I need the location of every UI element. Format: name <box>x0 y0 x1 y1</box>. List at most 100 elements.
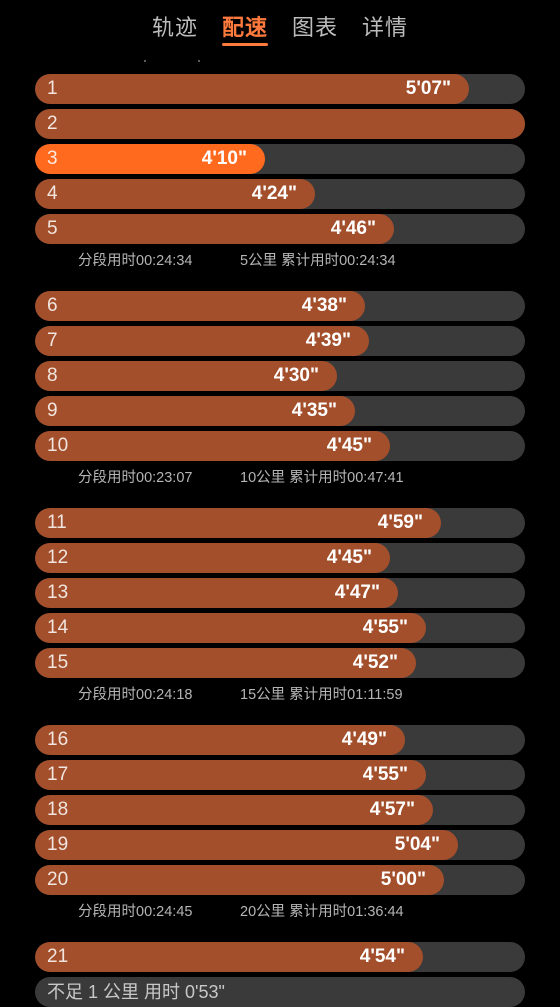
split-pace-value: 4'10" <box>201 148 247 169</box>
split-pace-value: 5'07" <box>405 78 451 99</box>
tab-track[interactable]: 轨迹 <box>151 15 198 40</box>
split-row: 8 4'30" <box>35 361 525 391</box>
split-km-number: 15 <box>47 652 69 673</box>
split-pace-value: 5'04" <box>394 834 440 855</box>
split-row: 18 4'57" <box>35 795 525 825</box>
split-pace-value: 4'39" <box>305 330 351 351</box>
remainder-text: 不足 1 公里 用时 0'53" <box>47 982 225 1002</box>
split-row: 7 4'39" <box>35 326 525 356</box>
pace-bar <box>35 648 416 678</box>
pace-bar <box>35 396 355 426</box>
pace-bar <box>35 865 444 895</box>
split-km-number: 12 <box>47 547 69 568</box>
pace-bar <box>35 795 433 825</box>
split-pace-value: 4'59" <box>377 512 423 533</box>
split-km-number: 1 <box>47 78 58 99</box>
split-row: 17 4'55" <box>35 760 525 790</box>
split-row: 21 4'54" <box>35 942 525 972</box>
group-summary: 分段用时00:23:07 10公里 累计用时00:47:41 <box>0 466 560 503</box>
pace-bar <box>35 179 315 209</box>
pace-bar <box>35 291 365 321</box>
split-row: 13 4'47" <box>35 578 525 608</box>
remainder-row: 不足 1 公里 用时 0'53" <box>35 977 525 1007</box>
split-pace-value: 4'30" <box>273 365 319 386</box>
page-indicator-dots <box>144 60 204 64</box>
split-pace-value: 5'00" <box>380 869 426 890</box>
split-km-number: 11 <box>47 512 67 533</box>
split-pace-value: 4'57" <box>369 799 415 820</box>
split-pace-value: 4'38" <box>301 295 347 316</box>
split-km-number: 2 <box>47 113 58 134</box>
split-km-number: 8 <box>47 365 58 386</box>
split-km-number: 5 <box>47 218 58 239</box>
split-list: 1 5'07" 26'07" 3 4'10" 4 4'24" 5 4'46" 分段用时00:24:… <box>0 74 560 1007</box>
split-row: 10 4'45" <box>35 431 525 461</box>
split-km-number: 19 <box>47 834 69 855</box>
segment-time: 分段用时00:24:18 <box>78 687 193 703</box>
tab-details[interactable]: 详情 <box>362 15 409 40</box>
split-row: 1 5'07" <box>35 74 525 104</box>
segment-time: 分段用时00:24:45 <box>78 904 193 920</box>
pace-bar <box>35 214 394 244</box>
split-row: 4 4'24" <box>35 179 525 209</box>
cumulative-time: 10公里 累计用时00:47:41 <box>240 470 404 486</box>
tab-pace[interactable]: 配速 <box>221 0 269 46</box>
pace-bar <box>35 760 426 790</box>
split-km-number: 17 <box>47 764 69 785</box>
split-row: 12 4'45" <box>35 543 525 573</box>
group-summary: 分段用时00:24:34 5公里 累计用时00:24:34 <box>0 249 560 286</box>
cumulative-time: 15公里 累计用时01:11:59 <box>240 687 403 703</box>
split-pace-value: 4'55" <box>362 764 408 785</box>
split-row: 26'07" <box>35 109 525 139</box>
pace-bar <box>35 431 390 461</box>
pace-bar <box>35 613 426 643</box>
split-km-number: 3 <box>47 148 58 169</box>
segment-time: 分段用时00:24:34 <box>78 253 193 269</box>
split-pace-value: 4'54" <box>359 946 405 967</box>
split-row: 9 4'35" <box>35 396 525 426</box>
split-row: 5 4'46" <box>35 214 525 244</box>
split-km-number: 6 <box>47 295 58 316</box>
split-km-number: 18 <box>47 799 69 820</box>
split-row: 20 5'00" <box>35 865 525 895</box>
pace-bar <box>35 109 525 139</box>
tab-bar: 轨迹 配速 图表 详情 <box>0 0 560 52</box>
split-km-number: 21 <box>47 946 69 967</box>
split-row: 16 4'49" <box>35 725 525 755</box>
split-pace-value: 4'45" <box>326 547 372 568</box>
split-row: 6 4'38" <box>35 291 525 321</box>
pace-bar <box>35 361 337 391</box>
split-pace-value: 4'35" <box>291 400 337 421</box>
split-row: 3 4'10" <box>35 144 525 174</box>
split-row: 11 4'59" <box>35 508 525 538</box>
split-km-number: 7 <box>47 330 58 351</box>
split-pace-value: 4'45" <box>326 435 372 456</box>
split-pace-value: 4'46" <box>330 218 376 239</box>
pace-bar <box>35 578 398 608</box>
pace-bar <box>35 326 369 356</box>
split-km-number: 13 <box>47 582 69 603</box>
split-row: 19 5'04" <box>35 830 525 860</box>
pace-bar <box>35 508 441 538</box>
split-row: 14 4'55" <box>35 613 525 643</box>
tab-chart[interactable]: 图表 <box>292 15 339 40</box>
split-km-number: 14 <box>47 617 69 638</box>
split-pace-value: 4'49" <box>341 729 387 750</box>
cumulative-time: 20公里 累计用时01:36:44 <box>240 904 404 920</box>
split-km-number: 4 <box>47 183 58 204</box>
pace-bar <box>35 144 265 174</box>
split-pace-value: 4'47" <box>334 582 380 603</box>
pace-bar <box>35 725 405 755</box>
split-pace-value: 4'52" <box>352 652 398 673</box>
pace-bar <box>35 830 458 860</box>
pace-bar <box>35 942 423 972</box>
split-km-number: 9 <box>47 400 58 421</box>
split-km-number: 10 <box>47 435 69 456</box>
split-km-number: 20 <box>47 869 69 890</box>
split-pace-value: 4'24" <box>251 183 297 204</box>
group-summary: 分段用时00:24:45 20公里 累计用时01:36:44 <box>0 900 560 937</box>
pace-bar <box>35 543 390 573</box>
cumulative-time: 5公里 累计用时00:24:34 <box>240 253 396 269</box>
split-row: 15 4'52" <box>35 648 525 678</box>
group-summary: 分段用时00:24:18 15公里 累计用时01:11:59 <box>0 683 560 720</box>
